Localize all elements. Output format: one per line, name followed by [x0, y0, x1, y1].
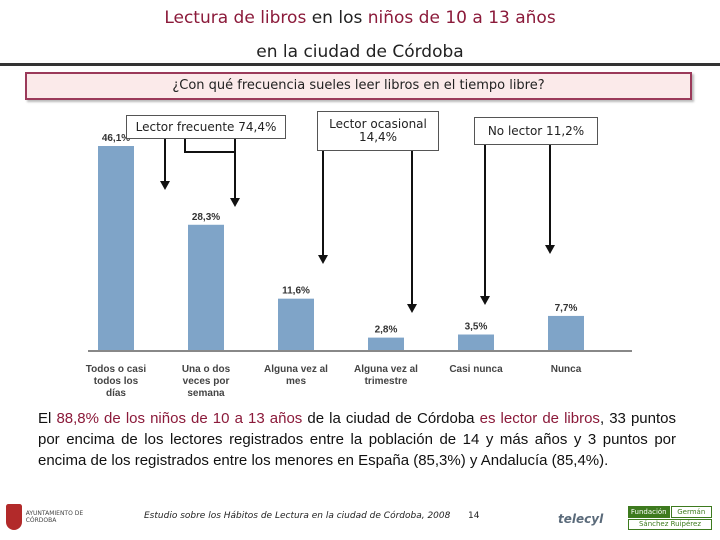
bar-2 [188, 224, 224, 350]
callout-non-reader: No lector 11,2% [474, 117, 598, 145]
arrow-occasional-right-head [407, 304, 417, 313]
summary-highlight-reader: es lector de libros [479, 410, 600, 427]
ayuntamiento-logo: AYUNTAMIENTO DE CÓRDOBA [6, 502, 90, 532]
bar-1 [98, 146, 134, 350]
category-label-5: Casi nunca [449, 364, 503, 375]
arrow-frequent-left-head [160, 181, 170, 190]
title-divider [0, 63, 720, 66]
bar-value-label-3: 11,6% [282, 286, 310, 297]
bar-4 [368, 337, 404, 350]
bar-chart: 46,1% Todos o casi todos los días 28,3% Una o… [86, 133, 632, 399]
fundacion-logo-word: Fundación [628, 506, 670, 518]
summary-paragraph: El 88,8% de los niños de 10 a 13 años de… [38, 408, 676, 471]
category-label-1: Todos o casi todos los días [86, 364, 147, 399]
callout-arrows [160, 139, 555, 313]
bar-value-label-4: 2,8% [375, 325, 398, 336]
bar-value-label-5: 3,5% [465, 322, 488, 333]
crest-icon [6, 504, 22, 530]
bar-3 [278, 298, 314, 350]
category-label-3: Alguna vez al mes [264, 364, 328, 387]
title-highlight-children: niños de 10 a 13 años [367, 8, 556, 28]
bar-6 [548, 315, 584, 350]
arrow-occasional-left-head [318, 255, 328, 264]
bar-value-label-6: 7,7% [555, 303, 578, 314]
summary-p1: El [38, 410, 57, 427]
category-label-6: Nunca [551, 364, 582, 375]
fundacion-logo-name: Sánchez Ruipérez [628, 518, 712, 530]
callout-occasional-reader: Lector ocasional 14,4% [317, 111, 439, 151]
summary-p5: , 33 puntos por encima de los lectores r… [38, 410, 676, 469]
telecyl-logo: telecyl [558, 512, 604, 526]
fundacion-logo-german: Germán [670, 506, 712, 518]
category-label-4: Alguna vez al trimestre [354, 364, 418, 387]
chart-labels: 46,1% Todos o casi todos los días 28,3% Una o… [86, 133, 582, 399]
bar-value-label-2: 28,3% [192, 212, 220, 223]
category-label-2: Una o dos veces por semana [182, 364, 231, 399]
arrow-frequent-connector [184, 139, 235, 153]
ayuntamiento-logo-text: AYUNTAMIENTO DE CÓRDOBA [25, 510, 84, 524]
title-connector: en los [306, 8, 368, 28]
arrow-nonreader-right-head [545, 245, 555, 254]
arrow-nonreader-left-head [480, 296, 490, 305]
page-title-line1: Lectura de libros en los niños de 10 a 1… [0, 8, 720, 28]
footer-source: Estudio sobre los Hábitos de Lectura en … [144, 511, 451, 521]
title-highlight-books: Lectura de libros [164, 8, 307, 28]
fundacion-logo: Fundación Germán Sánchez Ruipérez [628, 506, 712, 530]
summary-p3: de la ciudad de Córdoba [302, 410, 480, 427]
bar-5 [458, 334, 494, 350]
summary-highlight-percent: 88,8% de los niños de 10 a 13 años [56, 410, 303, 427]
callout-frequent-reader: Lector frecuente 74,4% [126, 115, 286, 139]
page-number: 14 [468, 511, 480, 521]
bar-value-label-1: 46,1% [102, 133, 130, 144]
arrow-frequent-right-head [230, 198, 240, 207]
chart-bars [98, 146, 584, 350]
question-box: ¿Con qué frecuencia sueles leer libros e… [25, 72, 692, 100]
page-title-line2: en la ciudad de Córdoba [256, 42, 464, 62]
